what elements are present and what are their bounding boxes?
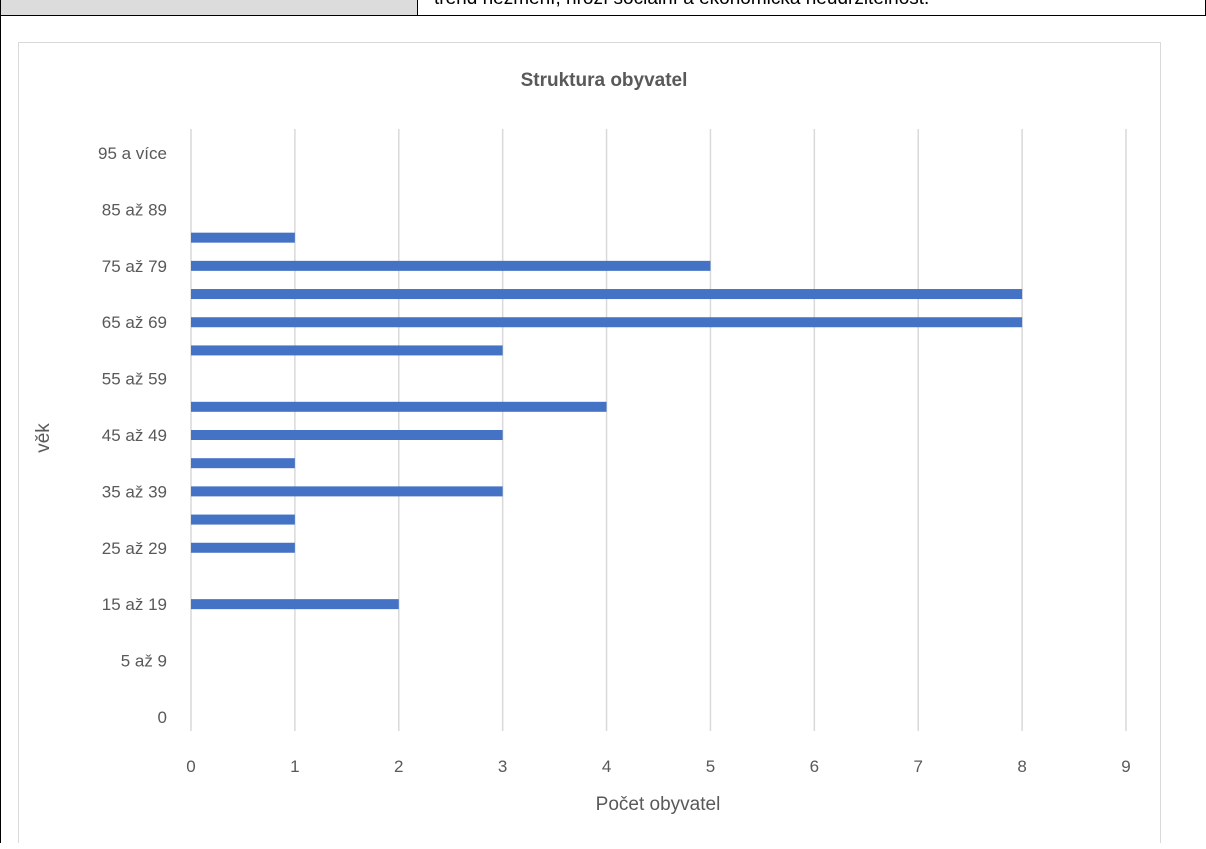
bar <box>191 599 399 610</box>
bar <box>191 430 503 440</box>
y-tick-label: 45 až 49 <box>102 426 167 445</box>
y-axis-labels: 0 5 až 9 15 až 19 25 až 29 35 až 39 45 až 49 5… <box>98 144 167 727</box>
bar <box>191 232 295 243</box>
y-tick-label: 75 až 79 <box>102 257 167 276</box>
y-tick-label: 65 až 69 <box>102 313 167 332</box>
bar <box>191 514 295 525</box>
bar-chart: Struktura obyvatel 0 5 až 9 15 až 19 25 až … <box>33 70 1131 815</box>
table-cell-right: trend nezmění, hrozí sociální a ekonomic… <box>418 0 1206 16</box>
x-axis-labels: 0 1 2 3 4 5 6 7 8 9 <box>186 757 1130 776</box>
table-remnant: trend nezmění, hrozí sociální a ekonomic… <box>0 0 1206 18</box>
y-tick-label: 85 až 89 <box>102 200 167 219</box>
x-tick-label: 3 <box>498 757 507 776</box>
bar <box>191 542 295 553</box>
y-tick-label: 0 <box>158 708 167 727</box>
bar <box>191 401 607 412</box>
chart-title: Struktura obyvatel <box>521 70 688 91</box>
x-tick-label: 8 <box>1017 757 1026 776</box>
x-tick-label: 1 <box>290 757 299 776</box>
bar-series <box>191 232 1023 610</box>
x-tick-label: 2 <box>394 757 403 776</box>
y-tick-label: 25 až 29 <box>102 539 167 558</box>
y-tick-label: 95 a více <box>98 144 167 163</box>
bar <box>191 289 1023 300</box>
x-axis-title: Počet obyvatel <box>596 794 721 815</box>
bar <box>191 345 503 356</box>
y-tick-label: 35 až 39 <box>102 482 167 501</box>
x-tick-label: 5 <box>706 757 715 776</box>
table-cell-left <box>0 0 418 16</box>
x-tick-label: 0 <box>186 757 195 776</box>
bar <box>191 317 1023 328</box>
gridlines <box>190 129 1127 731</box>
x-tick-label: 9 <box>1121 757 1130 776</box>
y-tick-label: 15 až 19 <box>102 595 167 614</box>
page-left-border <box>0 0 1 843</box>
y-tick-label: 5 až 9 <box>121 652 167 671</box>
table-cell-text: trend nezmění, hrozí sociální a ekonomic… <box>434 0 929 10</box>
x-tick-label: 4 <box>602 757 611 776</box>
bar <box>191 486 503 497</box>
x-tick-label: 7 <box>913 757 922 776</box>
y-axis-title: věk <box>33 423 54 453</box>
chart-frame: Struktura obyvatel 0 5 až 9 15 až 19 25 až … <box>18 42 1161 843</box>
y-tick-label: 55 až 59 <box>102 370 167 389</box>
x-tick-label: 6 <box>810 757 819 776</box>
bar <box>191 458 295 469</box>
bar <box>191 260 711 271</box>
